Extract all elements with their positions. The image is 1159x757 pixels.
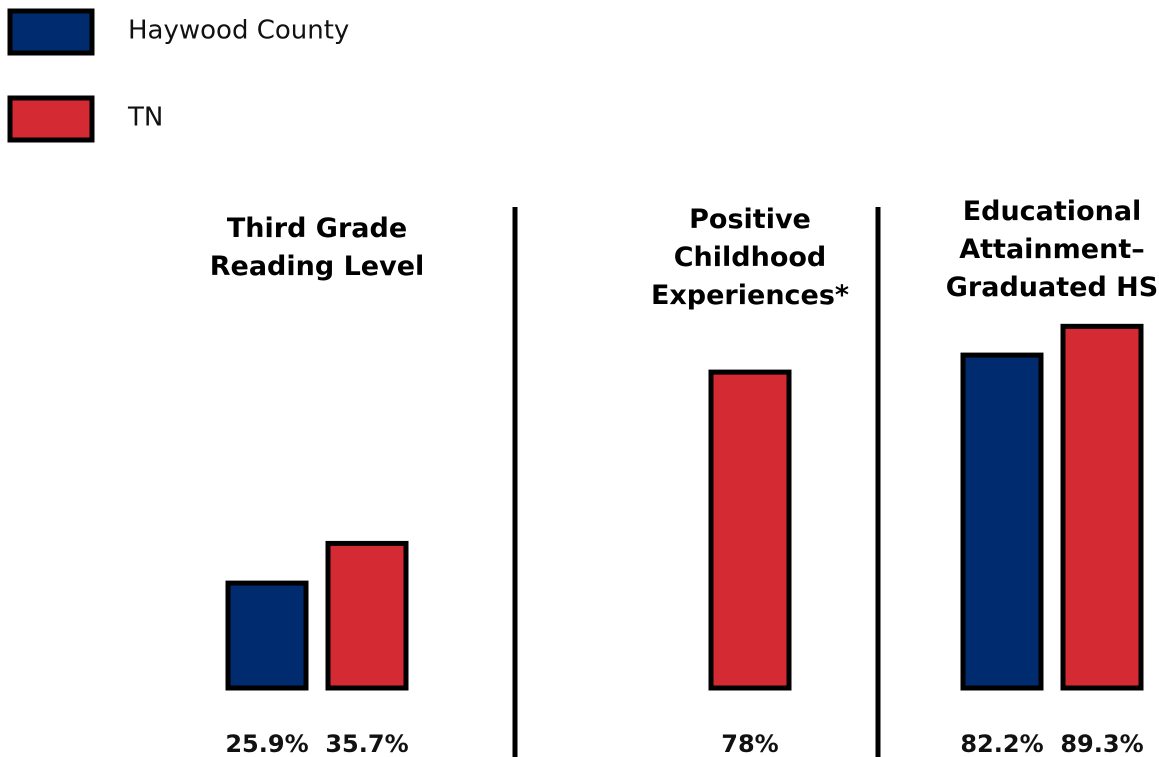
legend-swatch bbox=[7, 95, 95, 143]
value-label: 78% bbox=[721, 730, 778, 757]
bar bbox=[225, 580, 309, 691]
panel-title: Third Grade Reading Level bbox=[210, 213, 425, 282]
bar bbox=[325, 540, 409, 691]
value-label: 89.3% bbox=[1060, 730, 1143, 757]
panel-title: Educational Attainment– Graduated HS bbox=[946, 196, 1158, 303]
value-label: 25.9% bbox=[225, 730, 308, 757]
value-label: 35.7% bbox=[325, 730, 408, 757]
legend-label: Haywood County bbox=[128, 16, 349, 46]
bar bbox=[708, 369, 792, 691]
bar bbox=[1060, 323, 1144, 691]
legend-swatch bbox=[7, 8, 95, 56]
legend-label: TN bbox=[127, 103, 163, 133]
panel-title: Positive Childhood Experiences* bbox=[651, 204, 849, 311]
value-label: 82.2% bbox=[960, 730, 1043, 757]
bar bbox=[960, 352, 1044, 691]
